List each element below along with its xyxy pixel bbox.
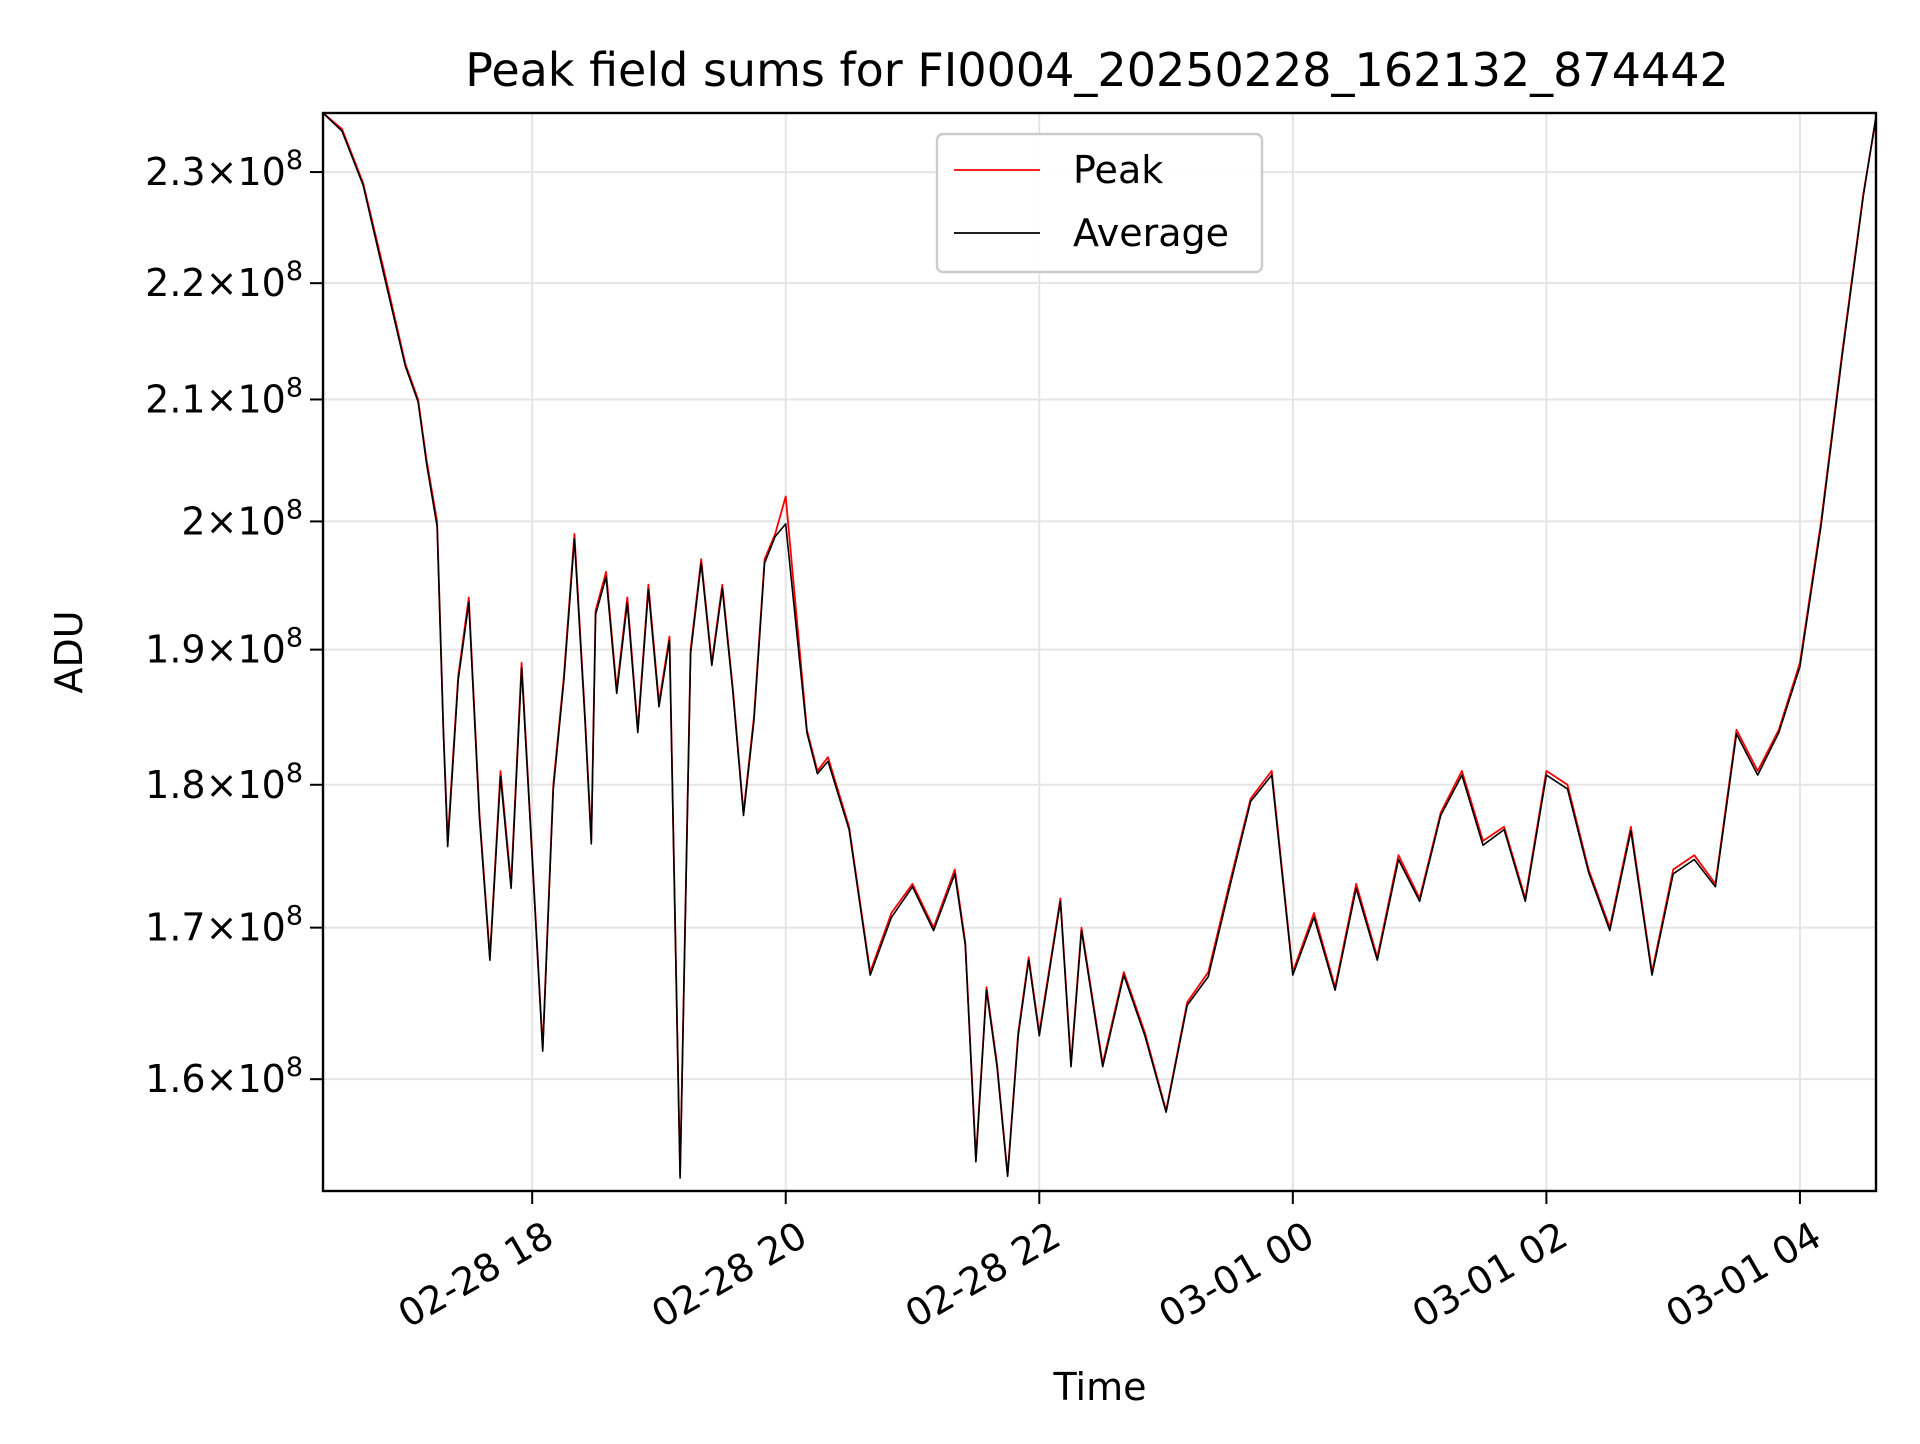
y-tick-exponent: 8 (286, 901, 303, 932)
y-tick-exponent: 8 (286, 145, 303, 176)
y-tick-exponent: 8 (286, 1052, 303, 1083)
times-sign: × (206, 499, 238, 543)
y-tick-label: 2.1×108 (145, 372, 303, 421)
y-tick-exponent: 8 (286, 623, 303, 654)
legend-box (935, 132, 1264, 274)
series-layer (322, 112, 1877, 1179)
y-tick-base: 10 (237, 628, 285, 672)
y-tick-exponent: 8 (286, 372, 303, 403)
y-tick-exponent: 8 (286, 494, 303, 525)
legend-label-peak: Peak (1073, 148, 1163, 192)
y-tick-base: 10 (237, 1057, 285, 1101)
series-line-average (322, 112, 1877, 1179)
times-sign: × (206, 150, 238, 194)
y-tick-label: 2.2×108 (145, 256, 303, 305)
y-axis-label: ADU (47, 610, 91, 693)
y-tick-label: 1.7×108 (145, 901, 303, 950)
y-tick-base: 10 (237, 261, 285, 305)
y-tick-base: 10 (237, 499, 285, 543)
y-tick-mantissa: 1.7 (145, 906, 205, 950)
y-tick-mantissa: 2 (181, 499, 205, 543)
y-tick-label: 2.3×108 (145, 145, 303, 194)
legend: Peak Average (935, 132, 1264, 274)
y-tick-label: 1.9×108 (145, 623, 303, 672)
y-axis: 1.6×1081.7×1081.8×1081.9×1082×1082.1×108… (145, 145, 323, 1101)
times-sign: × (206, 628, 238, 672)
y-tick-mantissa: 1.8 (145, 763, 205, 807)
y-tick-mantissa: 1.6 (145, 1057, 205, 1101)
legend-label-average: Average (1073, 211, 1229, 255)
y-tick-label: 2×108 (181, 494, 303, 543)
y-tick-base: 10 (237, 763, 285, 807)
times-sign: × (206, 261, 238, 305)
y-tick-base: 10 (237, 906, 285, 950)
y-tick-mantissa: 1.9 (145, 628, 205, 672)
y-tick-label: 1.8×108 (145, 758, 303, 807)
y-tick-mantissa: 2.3 (145, 150, 205, 194)
y-tick-exponent: 8 (286, 758, 303, 789)
y-tick-base: 10 (237, 377, 285, 421)
times-sign: × (206, 763, 238, 807)
times-sign: × (206, 1057, 238, 1101)
times-sign: × (206, 377, 238, 421)
times-sign: × (206, 906, 238, 950)
chart-title: Peak field sums for FI0004_20250228_1621… (465, 43, 1729, 97)
plot-frame (321, 111, 1878, 1193)
y-tick-exponent: 8 (286, 256, 303, 287)
y-tick-label: 1.6×108 (145, 1052, 303, 1101)
x-axis-label: Time (1053, 1365, 1147, 1409)
y-tick-mantissa: 2.1 (145, 377, 205, 421)
y-tick-base: 10 (237, 150, 285, 194)
y-tick-mantissa: 2.2 (145, 261, 205, 305)
